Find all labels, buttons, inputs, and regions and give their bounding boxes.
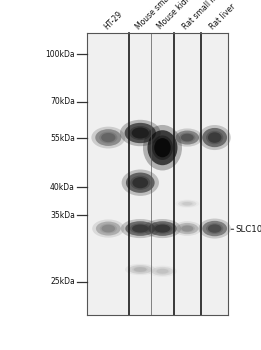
Ellipse shape	[152, 223, 173, 234]
Ellipse shape	[199, 125, 231, 150]
Text: Mouse kidney: Mouse kidney	[156, 0, 200, 32]
Ellipse shape	[151, 267, 174, 276]
Text: Mouse small intestine: Mouse small intestine	[134, 0, 200, 32]
Ellipse shape	[95, 129, 121, 146]
Ellipse shape	[202, 128, 227, 147]
Ellipse shape	[143, 125, 182, 170]
Bar	[87, 33, 129, 315]
Ellipse shape	[122, 169, 159, 196]
Ellipse shape	[173, 221, 202, 236]
Ellipse shape	[102, 225, 115, 232]
Ellipse shape	[178, 201, 197, 207]
Ellipse shape	[96, 222, 121, 236]
Ellipse shape	[172, 128, 203, 147]
Ellipse shape	[125, 264, 156, 275]
Text: 55kDa: 55kDa	[50, 134, 75, 143]
Ellipse shape	[130, 223, 151, 234]
Ellipse shape	[120, 120, 161, 146]
Ellipse shape	[154, 138, 171, 158]
Text: 35kDa: 35kDa	[50, 211, 75, 220]
Ellipse shape	[181, 225, 193, 232]
Ellipse shape	[176, 223, 198, 234]
Ellipse shape	[144, 219, 181, 238]
Ellipse shape	[134, 267, 147, 272]
Ellipse shape	[129, 265, 152, 274]
Ellipse shape	[208, 224, 222, 233]
Ellipse shape	[101, 133, 115, 142]
Text: Rat small intestine: Rat small intestine	[181, 0, 238, 32]
Ellipse shape	[179, 133, 195, 142]
Ellipse shape	[182, 202, 192, 205]
Ellipse shape	[125, 221, 155, 236]
Ellipse shape	[132, 177, 148, 188]
Ellipse shape	[130, 176, 150, 190]
Ellipse shape	[199, 218, 231, 239]
Ellipse shape	[132, 224, 149, 233]
Ellipse shape	[99, 132, 117, 144]
Text: HT-29: HT-29	[102, 9, 124, 32]
Ellipse shape	[155, 268, 170, 274]
Ellipse shape	[132, 266, 149, 273]
Ellipse shape	[100, 224, 117, 233]
Ellipse shape	[132, 127, 149, 139]
Ellipse shape	[125, 123, 156, 143]
Ellipse shape	[206, 223, 223, 234]
Ellipse shape	[156, 269, 169, 274]
Text: Rat liver: Rat liver	[208, 2, 238, 32]
Ellipse shape	[175, 199, 199, 208]
Ellipse shape	[147, 130, 177, 165]
Bar	[201, 33, 228, 315]
Ellipse shape	[91, 127, 125, 148]
Ellipse shape	[155, 224, 170, 233]
Text: 25kDa: 25kDa	[50, 277, 75, 286]
Ellipse shape	[206, 131, 223, 144]
Text: 70kDa: 70kDa	[50, 97, 75, 106]
Ellipse shape	[92, 219, 124, 238]
Ellipse shape	[148, 266, 177, 277]
Bar	[129, 33, 174, 315]
Ellipse shape	[180, 225, 195, 232]
Ellipse shape	[129, 126, 151, 140]
Ellipse shape	[175, 131, 199, 145]
Text: 40kDa: 40kDa	[50, 183, 75, 192]
Ellipse shape	[208, 132, 222, 143]
Ellipse shape	[181, 134, 194, 141]
Ellipse shape	[148, 221, 177, 236]
Ellipse shape	[202, 221, 227, 236]
Text: SLC10A2: SLC10A2	[235, 225, 261, 234]
Ellipse shape	[126, 173, 155, 193]
Ellipse shape	[181, 202, 194, 206]
Ellipse shape	[152, 135, 173, 160]
Text: 100kDa: 100kDa	[45, 50, 75, 59]
Ellipse shape	[121, 219, 160, 238]
Bar	[174, 33, 201, 315]
